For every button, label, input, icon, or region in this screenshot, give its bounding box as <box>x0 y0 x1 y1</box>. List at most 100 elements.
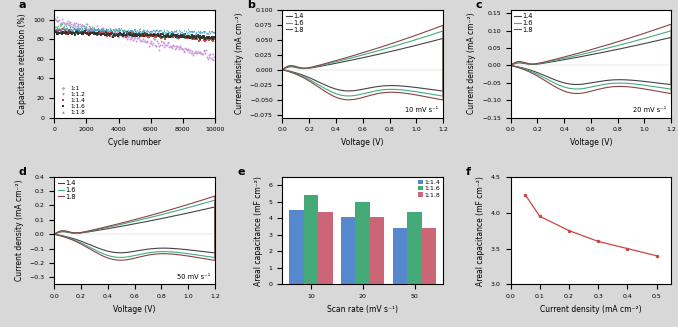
1:1 <box>172 43 182 48</box>
1:1.8 <box>145 28 156 33</box>
1:1.2 <box>205 35 216 41</box>
1:1.6 <box>143 33 154 38</box>
1:1.6 <box>54 30 65 35</box>
1:1.8 <box>119 28 130 33</box>
1:1.8 <box>124 27 135 33</box>
1:1.6 <box>198 34 209 39</box>
1:1.6 <box>77 29 87 35</box>
1:1.6 <box>152 32 163 37</box>
1:1.6 <box>96 32 107 37</box>
1:1.8 <box>98 28 109 33</box>
1:1.2 <box>174 34 185 39</box>
1:1 <box>53 19 64 24</box>
1:1 <box>194 51 205 56</box>
1:1.6 <box>127 33 138 39</box>
1.4 <box>342 89 351 93</box>
1:1.6 <box>178 32 188 38</box>
1:1.6 <box>165 35 176 40</box>
1:1.2 <box>124 28 135 33</box>
1:1.8 <box>56 26 67 32</box>
1:1 <box>197 51 208 57</box>
1.8 <box>279 68 287 72</box>
1:1.8 <box>123 28 134 33</box>
1:1.8 <box>60 26 71 31</box>
1:1.4 <box>83 29 94 35</box>
1:1.4 <box>96 32 107 37</box>
1:1.2 <box>123 30 134 35</box>
1.6 <box>211 256 219 260</box>
1:1.8 <box>96 26 107 31</box>
1:1.4 <box>178 34 189 40</box>
1:1.2 <box>54 24 65 29</box>
1:1.4 <box>180 35 191 41</box>
1:1 <box>144 43 155 48</box>
Bar <box>289 210 304 284</box>
1.6 <box>539 61 547 65</box>
1:1.2 <box>182 33 193 39</box>
1:1.4 <box>136 34 146 39</box>
1:1.2 <box>115 32 126 37</box>
1:1.4 <box>108 32 119 37</box>
1:1 <box>139 39 150 44</box>
1:1.6 <box>96 32 106 37</box>
1:1.4 <box>123 31 134 36</box>
1:1.4 <box>56 29 67 34</box>
1:1.6 <box>49 30 60 35</box>
1.8 <box>637 33 645 37</box>
1:1 <box>98 26 108 31</box>
1:1.6 <box>137 32 148 37</box>
1:1.6 <box>60 29 71 34</box>
1:1.2 <box>120 31 131 37</box>
1:1.4 <box>204 38 215 43</box>
1:1.2 <box>58 25 68 30</box>
1:1.2 <box>86 26 97 32</box>
1:1.2 <box>148 31 159 37</box>
1:1.6 <box>101 30 112 35</box>
1:1.6 <box>140 33 151 38</box>
1:1.2 <box>206 35 217 40</box>
1:1.8 <box>187 28 198 34</box>
1:1.6 <box>94 30 104 35</box>
1.8 <box>577 91 585 95</box>
1:1.2 <box>83 27 94 33</box>
1:1.2 <box>100 27 111 32</box>
1:1 <box>170 43 181 49</box>
1:1.2 <box>157 36 167 41</box>
Line: 1.8: 1.8 <box>511 24 671 94</box>
1:1.6 <box>197 36 207 41</box>
1:1.4 <box>125 32 136 38</box>
1:1 <box>178 48 189 54</box>
1:1 <box>202 57 213 62</box>
1:1 <box>62 19 73 24</box>
1:1 <box>64 23 75 28</box>
1:1.4 <box>156 35 167 41</box>
1:1.2 <box>179 33 190 38</box>
1:1.8 <box>115 25 126 30</box>
1:1 <box>195 49 206 55</box>
1:1.4 <box>88 29 99 34</box>
1:1.6 <box>74 30 85 35</box>
1:1 <box>83 26 94 32</box>
1.6 <box>607 81 615 85</box>
1:1.8 <box>57 26 68 31</box>
1.8 <box>378 91 386 95</box>
1:1.6 <box>201 34 212 40</box>
1:1.6 <box>178 34 189 39</box>
1:1.8 <box>139 28 150 33</box>
1:1.4 <box>87 29 98 34</box>
1:1.2 <box>162 33 173 38</box>
1:1.2 <box>201 35 212 40</box>
1:1.6 <box>83 31 94 37</box>
1:1.6 <box>169 32 180 38</box>
Text: 10 mV s⁻¹: 10 mV s⁻¹ <box>405 107 438 113</box>
1:1.8 <box>203 29 214 34</box>
1:1 <box>121 32 132 38</box>
Line: 1.6: 1.6 <box>54 200 215 258</box>
1:1.8 <box>208 30 219 35</box>
1:1.6 <box>57 31 68 36</box>
1.4 <box>279 68 287 72</box>
1:1.2 <box>136 29 147 35</box>
Text: 20 mV s⁻¹: 20 mV s⁻¹ <box>633 107 666 113</box>
1:1 <box>182 48 193 53</box>
1:1.6 <box>172 33 183 39</box>
